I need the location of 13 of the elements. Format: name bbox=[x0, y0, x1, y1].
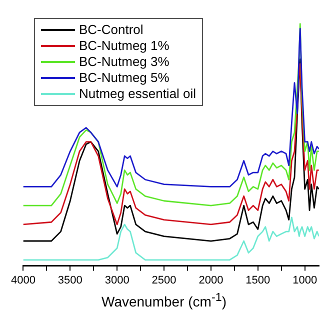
x-tick-label: 2000 bbox=[198, 274, 224, 286]
legend-label: BC-Nutmeg 3% bbox=[79, 54, 170, 70]
legend-label: Nutmeg essential oil bbox=[79, 86, 196, 102]
x-tick-label: 3500 bbox=[58, 274, 82, 286]
legend-label: BC-Nutmeg 1% bbox=[79, 38, 170, 54]
x-tick-label: 2500 bbox=[152, 274, 176, 286]
x-tick-label: 1000 bbox=[292, 274, 318, 286]
x-tick-label: 1500 bbox=[246, 274, 270, 286]
legend-label: BC-Control bbox=[79, 22, 144, 38]
x-tick-label: 4000 bbox=[10, 274, 36, 286]
x-axis-title: Wavenumber (cm$^{-1}$) bbox=[100, 291, 228, 310]
legend-label: BC-Nutmeg 5% bbox=[79, 70, 170, 86]
x-tick-label: 3000 bbox=[104, 274, 130, 286]
